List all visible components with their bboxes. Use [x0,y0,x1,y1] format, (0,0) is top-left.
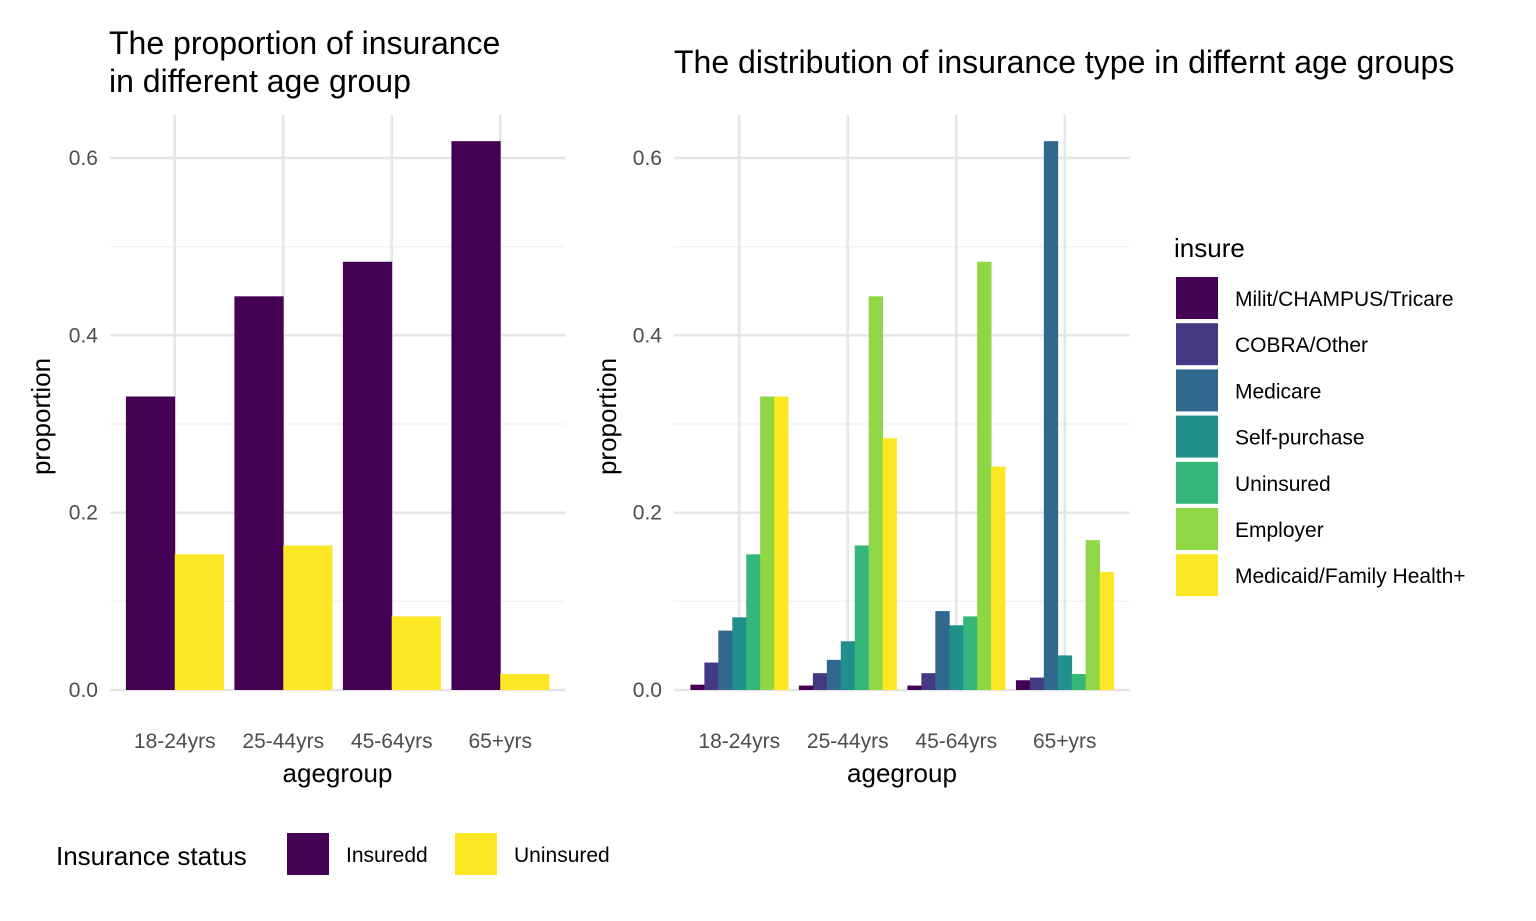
bar [451,141,501,691]
y-axis-title: proportion [26,358,56,475]
series-uninsured [174,545,550,690]
y-tick-label: 0.6 [69,147,98,170]
proportion-chart: 0.0 0.2 0.4 0.6 18-24yrs 25-44yrs 45-64yrs 65+y… [26,25,610,875]
legend-label: COBRA/Other [1235,334,1368,357]
series-self-purchase [732,617,1073,690]
series-medicaid-family-health- [774,396,1114,690]
y-tick-label: 0.4 [633,324,663,347]
bar [977,261,992,690]
series-uninsured [746,545,1087,690]
series-insuredd [125,141,501,691]
bar [1099,572,1114,690]
bar [812,673,828,690]
series-medicare [718,141,1059,691]
legend-label: Uninsured [1235,473,1331,496]
bar [690,684,705,690]
bar [342,261,393,690]
y-tick-label: 0.0 [633,679,662,702]
legend-key [1176,554,1218,597]
legend-label: Employer [1235,519,1324,542]
bar [907,685,922,690]
legend-key [1176,323,1218,366]
legend-title: Insurance status [56,841,247,871]
bar [1085,540,1101,690]
series-employer [760,261,1101,690]
x-tick-label: 45-64yrs [915,730,997,753]
x-tick-label: 65+yrs [1033,730,1097,753]
bar [868,296,884,690]
bar [718,630,733,690]
bar [935,611,950,690]
bar [1029,677,1045,690]
bar [798,685,814,690]
legend-key [1176,461,1218,504]
bar [704,662,719,690]
legend-key [1176,415,1218,458]
bar [963,616,978,690]
x-tick-label: 18-24yrs [134,730,216,753]
bar [840,641,856,690]
x-axis-title: agegroup [283,758,393,788]
x-tick-label: 25-44yrs [807,730,889,753]
legend-label: Milit/CHAMPUS/Tricare [1235,288,1454,311]
bar [500,674,550,690]
bar [174,554,224,690]
legend-key [1176,277,1218,319]
y-tick-label: 0.6 [633,147,662,170]
legend-key [287,833,329,875]
legend-right: insure Milit/CHAMPUS/Tricare COBRA/Other Me… [1174,233,1466,597]
chart-title: in different age group [109,63,411,99]
y-axis-title: proportion [592,358,622,475]
y-tick-label: 0.4 [69,324,99,347]
legend-label: Uninsured [514,844,610,867]
series-cobra-other [704,662,1045,690]
legend-bottom: Insurance status Insuredd Uninsured [56,833,610,875]
bar [760,396,775,690]
series-milit-champus-tricare [690,680,1031,690]
distribution-chart: 0.0 0.2 0.4 0.6 18-24yrs 25-44yrs 45-64yrs 65+y… [592,44,1466,788]
bar [854,545,870,690]
chart-title: The distribution of insurance type in di… [674,44,1454,80]
legend-key [455,833,497,875]
bar [774,396,789,690]
legend-label: Self-purchase [1235,427,1365,450]
bar [391,616,441,690]
bar [1057,655,1073,690]
bar [125,396,176,690]
bar [826,659,842,690]
bar [949,625,964,690]
y-tick-label: 0.0 [69,679,98,702]
legend-label: Medicare [1235,380,1321,403]
x-tick-label: 18-24yrs [698,730,780,753]
bar [1043,141,1059,691]
x-tick-label: 45-64yrs [351,730,433,753]
bar [746,554,761,690]
bar [283,545,333,690]
bar [732,617,747,690]
legend-label: Insuredd [346,844,428,867]
bar [882,438,897,690]
x-tick-label: 65+yrs [468,730,532,753]
bar [1015,680,1031,690]
y-tick-label: 0.2 [633,502,662,525]
bar [991,466,1006,690]
bar [1071,674,1087,690]
bar [921,673,936,690]
chart-title: The proportion of insurance [109,25,500,61]
legend-label: Medicaid/Family Health+ [1235,565,1466,588]
x-axis-title: agegroup [847,758,957,788]
x-tick-label: 25-44yrs [242,730,324,753]
y-tick-label: 0.2 [69,502,98,525]
legend-title: insure [1174,233,1245,263]
legend-key [1176,508,1218,550]
legend-key [1176,369,1218,412]
bar [234,296,284,690]
